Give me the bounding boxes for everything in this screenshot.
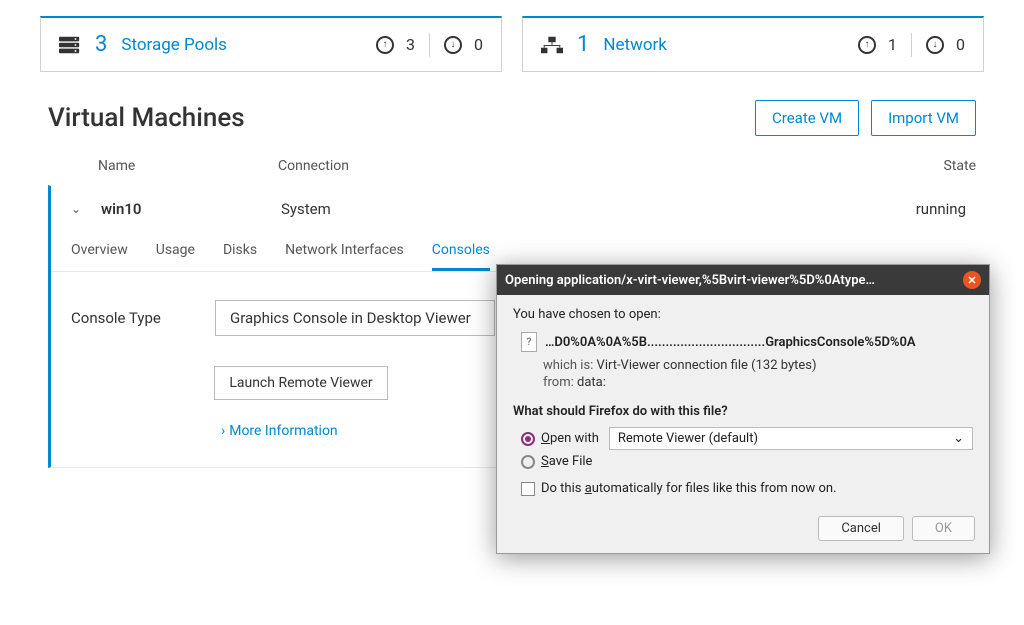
network-count: 1: [577, 32, 589, 57]
import-vm-button[interactable]: Import VM: [871, 100, 976, 136]
tab-usage[interactable]: Usage: [156, 232, 195, 271]
tab-disks[interactable]: Disks: [223, 232, 257, 271]
tab-network-interfaces[interactable]: Network Interfaces: [285, 232, 404, 271]
tab-consoles[interactable]: Consoles: [432, 232, 490, 271]
open-file-dialog: Opening application/x-virt-viewer,%5Bvir…: [496, 264, 990, 554]
column-name: Name: [98, 158, 278, 174]
tab-overview[interactable]: Overview: [71, 232, 128, 271]
radio-save-file[interactable]: [521, 455, 535, 469]
app-selected: Remote Viewer (default): [618, 431, 758, 446]
page-title: Virtual Machines: [48, 103, 245, 133]
console-type-value: Graphics Console in Desktop Viewer: [230, 309, 471, 327]
column-connection: Connection: [278, 158, 896, 174]
vm-table-header: Name Connection State: [48, 148, 976, 185]
network-down-count: 0: [956, 35, 965, 54]
launch-remote-viewer-button[interactable]: Launch Remote Viewer: [214, 366, 387, 400]
network-icon: [541, 36, 563, 54]
more-information-link[interactable]: More Information: [71, 423, 338, 439]
which-is-label: which is:: [543, 358, 593, 373]
file-icon: ?: [521, 332, 537, 352]
network-up-count: 1: [888, 35, 897, 54]
open-with-label: Open with: [541, 431, 599, 446]
vm-row[interactable]: ⌄ win10 System running: [51, 186, 976, 232]
chevron-down-icon: ⌄: [953, 431, 964, 446]
dialog-titlebar[interactable]: Opening application/x-virt-viewer,%5Bvir…: [497, 265, 989, 295]
column-state: State: [896, 158, 976, 174]
application-select[interactable]: Remote Viewer (default) ⌄: [609, 427, 973, 450]
dialog-title: Opening application/x-virt-viewer,%5Bvir…: [505, 273, 875, 288]
from-label: from:: [543, 375, 574, 390]
cancel-button[interactable]: Cancel: [818, 516, 904, 541]
close-icon[interactable]: ✕: [963, 271, 981, 289]
open-with-option[interactable]: Open with Remote Viewer (default) ⌄: [521, 427, 973, 450]
vm-state: running: [896, 200, 976, 218]
up-arrow-icon: ↑: [376, 36, 394, 54]
which-is-value: Virt-Viewer connection file (132 bytes): [597, 358, 817, 373]
auto-label: Do this automatically for files like thi…: [541, 481, 837, 496]
ok-button[interactable]: OK: [912, 516, 975, 541]
create-vm-button[interactable]: Create VM: [755, 100, 859, 136]
expand-toggle[interactable]: ⌄: [51, 202, 101, 216]
storage-down-count: 0: [474, 35, 483, 54]
auto-option[interactable]: Do this automatically for files like thi…: [521, 481, 973, 496]
auto-checkbox[interactable]: [521, 482, 535, 496]
storage-pools-card[interactable]: 3 Storage Pools ↑ 3 ↓ 0: [40, 16, 502, 72]
storage-title: Storage Pools: [121, 35, 227, 55]
filename: …D0%0A%0A%5B............................…: [545, 335, 916, 350]
console-type-label: Console Type: [71, 309, 191, 327]
save-file-option[interactable]: Save File: [521, 454, 973, 469]
from-value: data:: [577, 375, 606, 390]
storage-icon: [59, 36, 81, 54]
vm-connection: System: [281, 200, 896, 218]
dialog-question: What should Firefox do with this file?: [513, 404, 973, 419]
storage-count: 3: [95, 32, 107, 57]
network-title: Network: [603, 35, 667, 55]
storage-up-count: 3: [406, 35, 415, 54]
chosen-label: You have chosen to open:: [513, 307, 973, 322]
console-type-select[interactable]: Graphics Console in Desktop Viewer: [215, 300, 495, 336]
save-file-label: Save File: [541, 454, 592, 469]
down-arrow-icon: ↓: [444, 36, 462, 54]
vm-name: win10: [101, 200, 281, 218]
radio-open-with[interactable]: [521, 432, 535, 446]
network-card[interactable]: 1 Network ↑ 1 ↓ 0: [522, 16, 984, 72]
down-arrow-icon: ↓: [926, 36, 944, 54]
storage-stats: ↑ 3 ↓ 0: [376, 33, 483, 57]
network-stats: ↑ 1 ↓ 0: [858, 33, 965, 57]
up-arrow-icon: ↑: [858, 36, 876, 54]
